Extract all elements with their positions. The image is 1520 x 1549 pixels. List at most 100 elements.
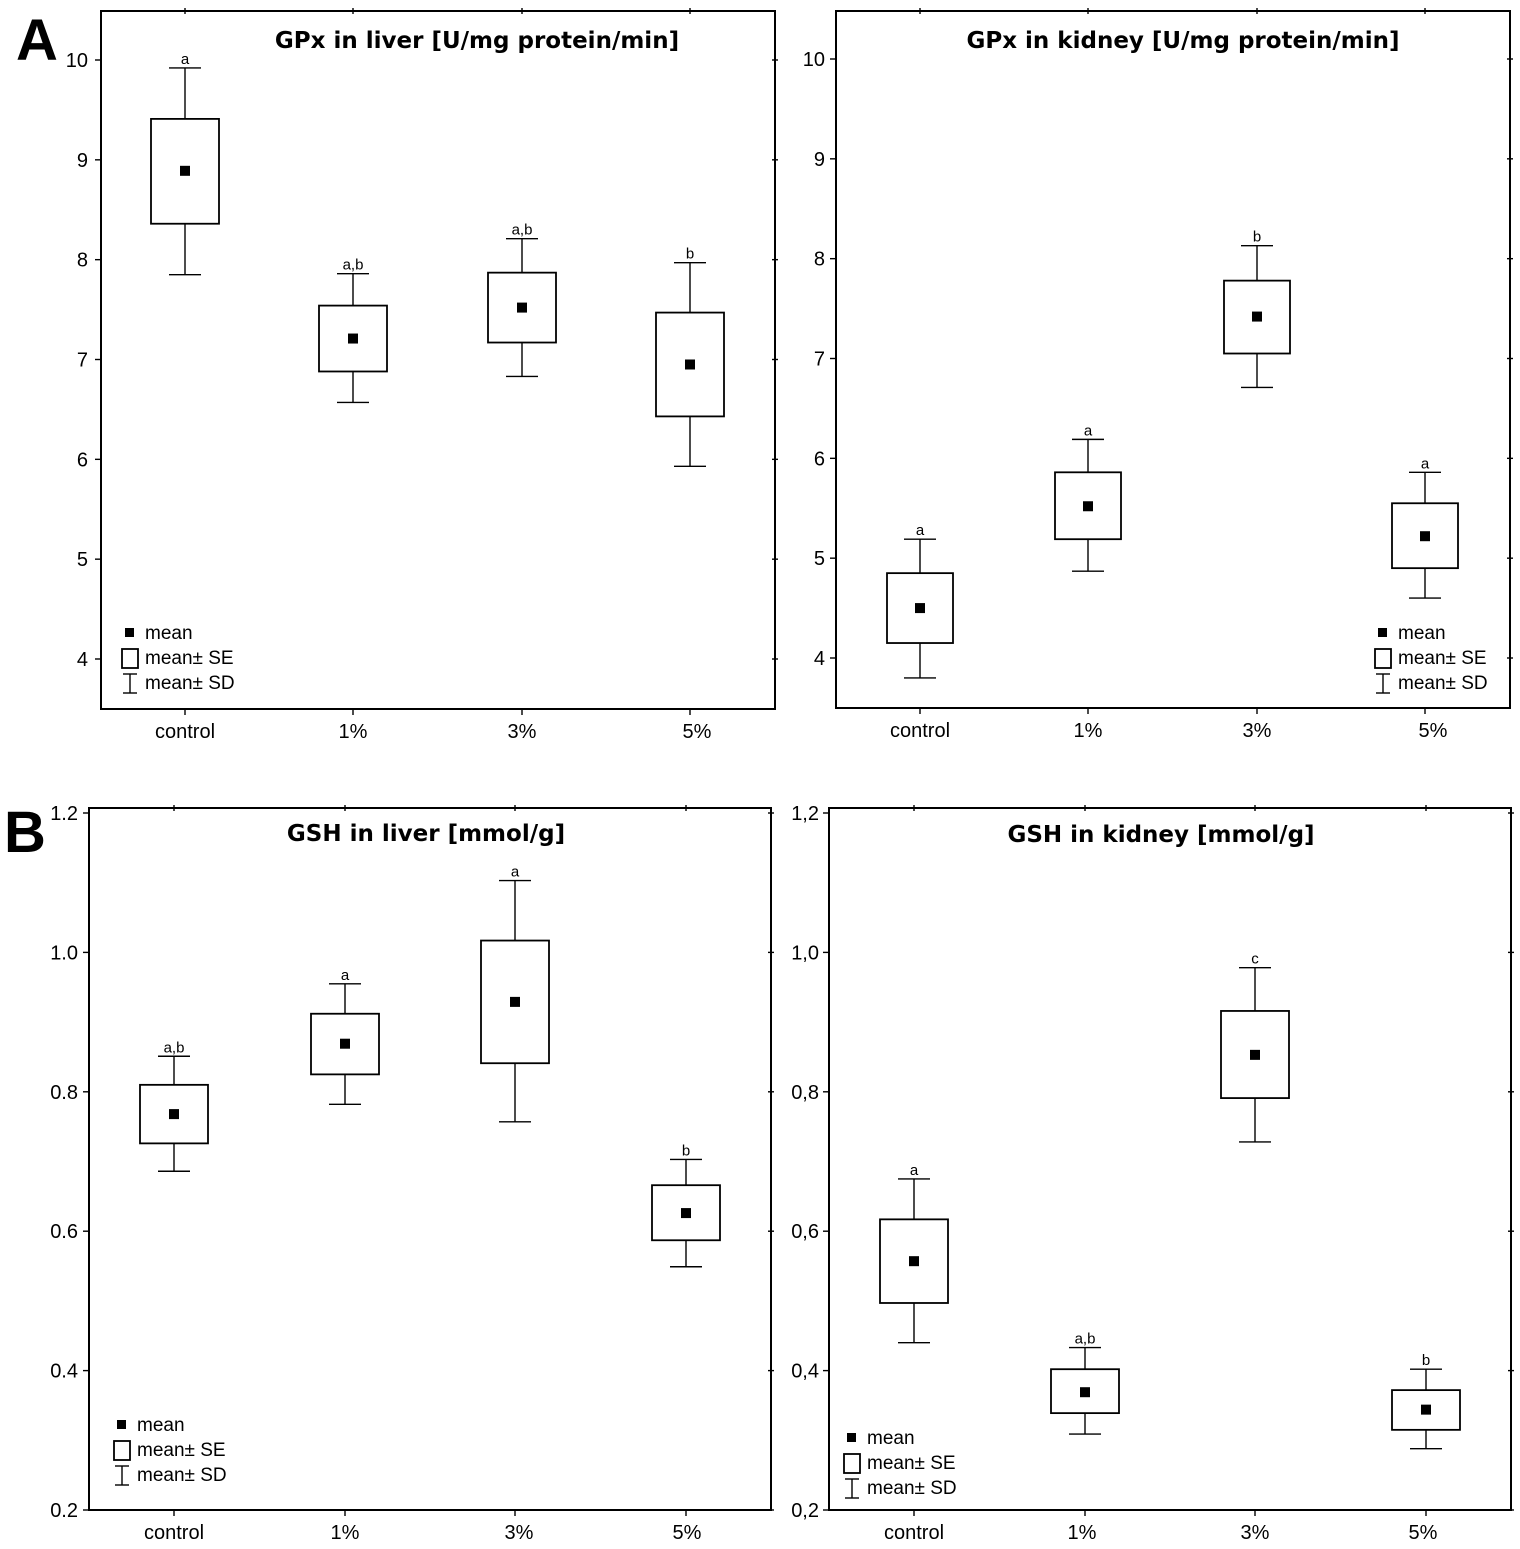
legend-sd-label: mean± SD [1398, 673, 1488, 694]
x-category-label: 3% [1241, 1522, 1270, 1544]
y-tick-label: 0,8 [791, 1082, 819, 1104]
y-tick-label: 0.6 [50, 1221, 78, 1243]
legend-sd-label: mean± SD [145, 673, 235, 694]
x-category-label: 5% [683, 721, 712, 743]
significance-label: b [682, 1142, 690, 1159]
chart-title: GSH in kidney [mmol/g] [1007, 822, 1314, 848]
significance-label: b [1422, 1352, 1430, 1369]
panel-label-a: A [16, 8, 58, 73]
legend-mean-marker [117, 1420, 126, 1429]
mean-point [681, 1208, 691, 1219]
x-category-label: 5% [673, 1522, 702, 1544]
mean-point [169, 1109, 179, 1120]
y-tick-label: 0.4 [50, 1361, 78, 1383]
x-category-label: 3% [508, 721, 537, 743]
y-tick-label: 4 [814, 648, 825, 670]
y-tick-label: 6 [814, 448, 825, 470]
y-tick-label: 1,0 [791, 942, 819, 964]
y-tick-label: 0.2 [50, 1500, 78, 1522]
y-tick-label: 7 [814, 349, 825, 371]
legend-sd-label: mean± SD [867, 1478, 957, 1499]
chart-gpx-liver: GPx in liver [U/mg protein/min] 4 5 6 7 8 9 10 c… [66, 8, 778, 743]
y-tick-label: 8 [77, 250, 88, 272]
significance-label: a [910, 1162, 919, 1179]
y-tick-label: 5 [814, 548, 825, 570]
x-category-label: control [144, 1522, 204, 1544]
y-tick-label: 4 [77, 649, 88, 671]
x-category-label: 5% [1409, 1522, 1438, 1544]
mean-point [348, 333, 358, 344]
significance-label: b [1253, 229, 1261, 246]
y-tick-label: 0,6 [791, 1221, 819, 1243]
legend-sd-label: mean± SD [137, 1465, 227, 1486]
y-tick-label: 0.8 [50, 1082, 78, 1104]
mean-point [1252, 311, 1262, 322]
mean-point [510, 996, 520, 1007]
legend-mean-marker [847, 1433, 856, 1442]
mean-point [915, 603, 925, 614]
x-category-label: 3% [505, 1522, 534, 1544]
significance-label: b [686, 246, 694, 263]
x-category-label: 5% [1419, 720, 1448, 742]
y-tick-label: 6 [77, 449, 88, 471]
y-tick-label: 10 [66, 50, 88, 72]
panel-label-b: B [4, 800, 46, 865]
significance-label: a,b [1075, 1331, 1096, 1348]
y-tick-label: 10 [803, 49, 825, 71]
x-category-label: 1% [339, 721, 368, 743]
legend-se-marker [121, 648, 139, 669]
y-tick-label: 8 [814, 249, 825, 271]
significance-label: a,b [164, 1039, 185, 1056]
mean-point [517, 302, 527, 313]
legend-mean-label: mean [867, 1428, 915, 1449]
legend-mean-label: mean [145, 623, 193, 644]
legend-se-label: mean± SE [867, 1453, 956, 1474]
y-tick-label: 7 [77, 350, 88, 372]
legend-se-marker [113, 1440, 131, 1461]
plot-frame [88, 807, 772, 1511]
significance-label: a,b [343, 257, 364, 274]
y-tick-label: 9 [814, 149, 825, 171]
se-box [310, 1012, 380, 1076]
legend-se-marker [1374, 648, 1392, 669]
significance-label: a [341, 967, 350, 984]
significance-label: a [511, 864, 520, 881]
y-tick-label: 0,4 [791, 1361, 819, 1383]
legend-mean-marker [1378, 628, 1387, 637]
x-category-label: control [155, 721, 215, 743]
mean-point [180, 165, 190, 176]
significance-label: a [1084, 422, 1093, 439]
x-category-label: control [884, 1522, 944, 1544]
legend-se-label: mean± SE [137, 1440, 226, 1461]
mean-point [1080, 1387, 1090, 1398]
legend-se-label: mean± SE [145, 648, 234, 669]
y-tick-label: 1,2 [791, 803, 819, 825]
y-tick-label: 9 [77, 150, 88, 172]
chart-title: GSH in liver [mmol/g] [287, 821, 565, 847]
x-category-label: 1% [331, 1522, 360, 1544]
legend-se-label: mean± SE [1398, 648, 1487, 669]
y-tick-label: 0,2 [791, 1500, 819, 1522]
mean-point [1421, 1404, 1431, 1415]
mean-point [340, 1038, 350, 1049]
chart-gsh-kidney: GSH in kidney [mmol/g] 0,2 0,4 0,6 0,8 1,0 1,2… [791, 803, 1514, 1544]
significance-label: a,b [512, 222, 533, 239]
x-category-label: 1% [1068, 1522, 1097, 1544]
chart-title: GPx in kidney [U/mg protein/min] [966, 28, 1399, 54]
significance-label: a [916, 522, 925, 539]
legend-mean-marker [125, 628, 134, 637]
mean-point [1083, 501, 1093, 512]
se-box [1223, 279, 1291, 355]
mean-point [1420, 531, 1430, 542]
y-tick-label: 1.0 [50, 942, 78, 964]
chart-gsh-liver: GSH in liver [mmol/g] 0.2 0.4 0.6 0.8 1.0 1.2 c… [50, 803, 774, 1544]
se-box [879, 1218, 949, 1304]
y-tick-label: 1.2 [50, 803, 78, 825]
x-category-label: control [890, 720, 950, 742]
se-box [150, 118, 220, 225]
legend-se-marker [843, 1453, 861, 1474]
chart-title: GPx in liver [U/mg protein/min] [275, 28, 679, 54]
chart-gpx-kidney: GPx in kidney [U/mg protein/min] 4 5 6 7 8 9 10… [803, 8, 1513, 742]
x-category-label: 3% [1243, 720, 1272, 742]
mean-point [1250, 1049, 1260, 1060]
